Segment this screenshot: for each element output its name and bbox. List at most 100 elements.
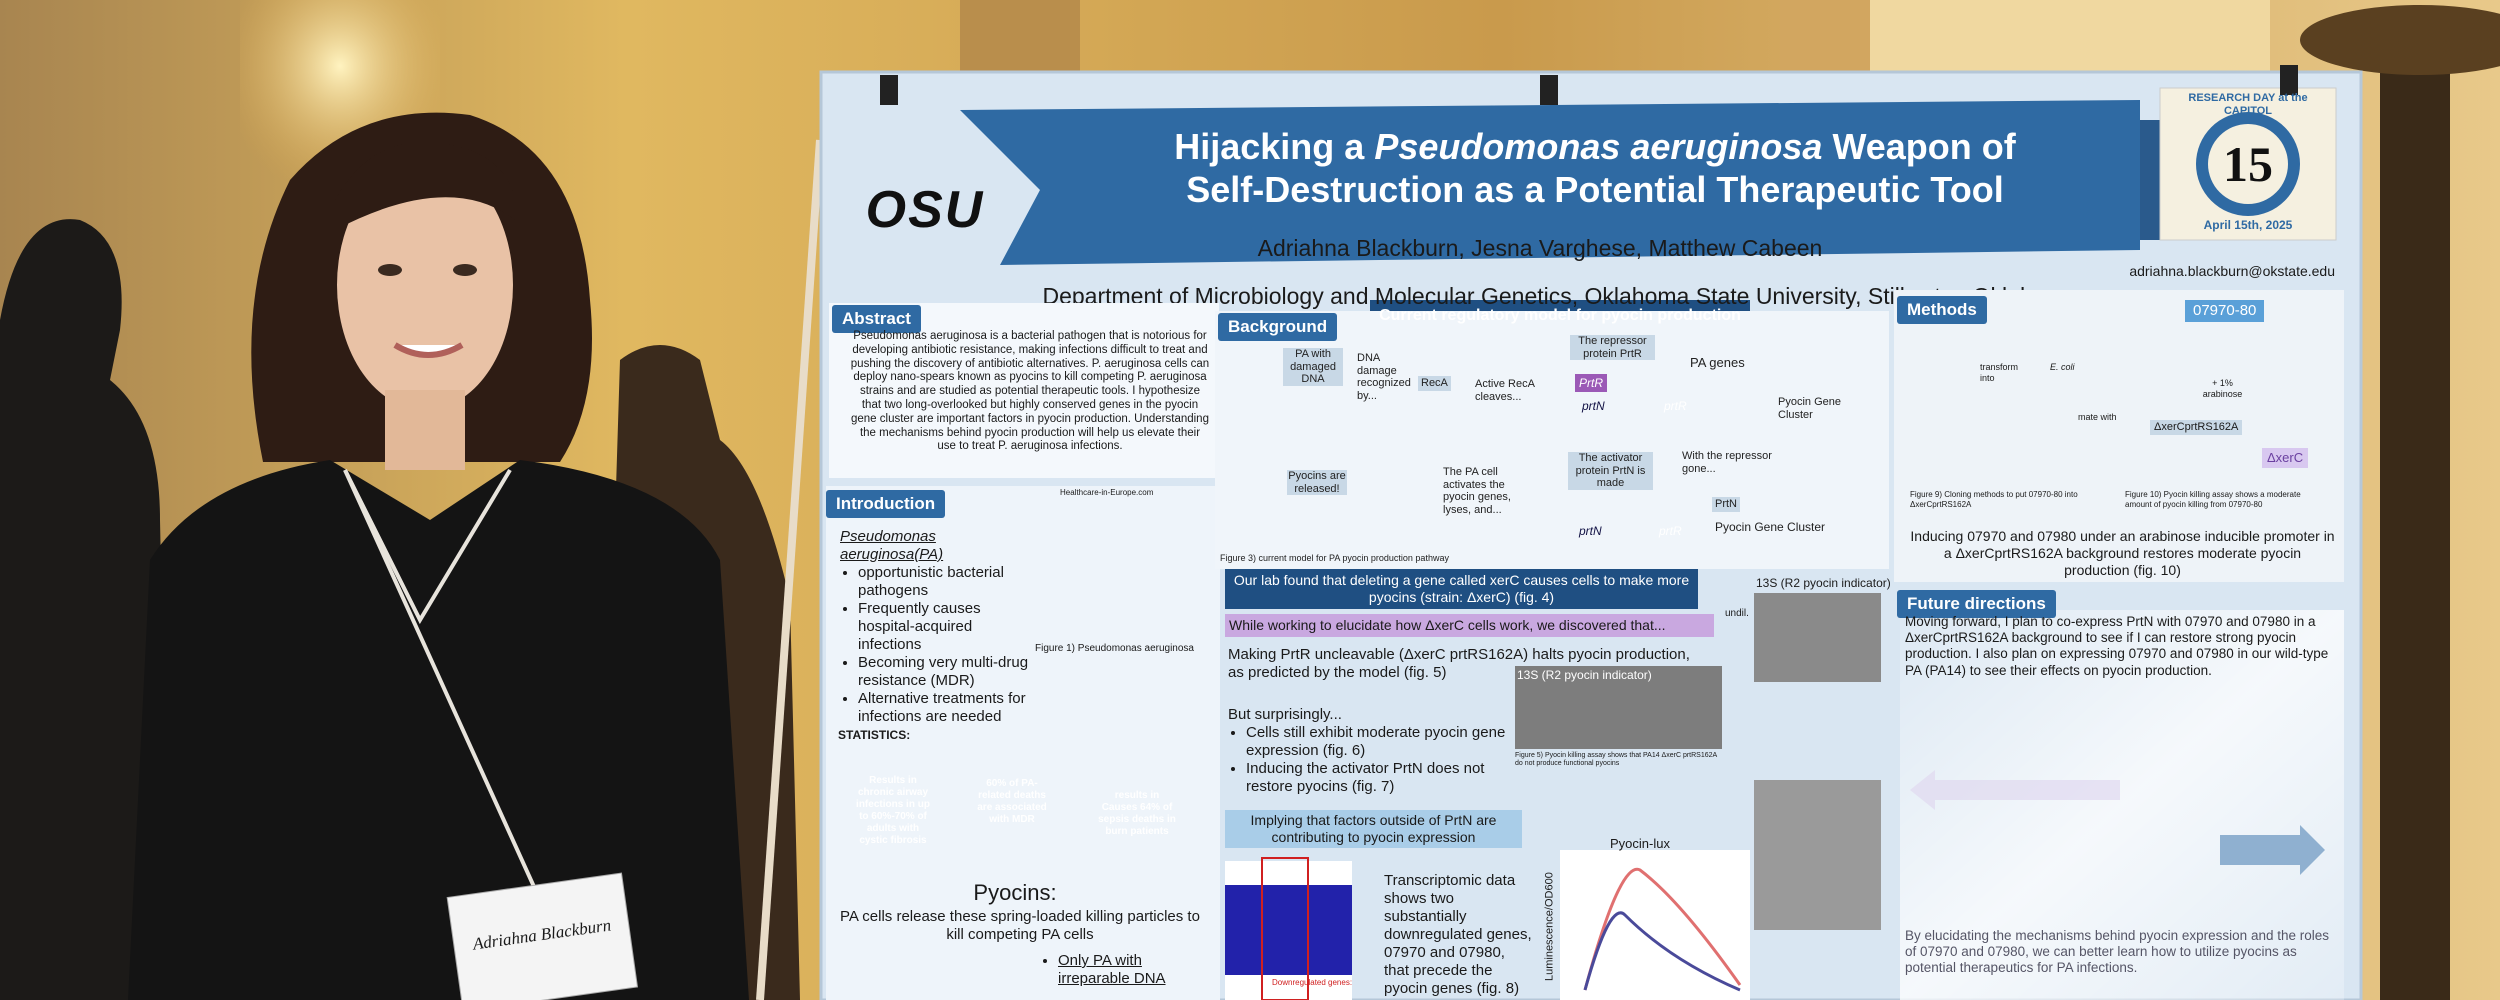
- neck: [385, 390, 465, 470]
- finding-text: But surprisingly...: [1228, 706, 1342, 723]
- figure-title: 13S (R2 pyocin indicator): [1756, 576, 1891, 590]
- assay-photo: [1754, 780, 1881, 930]
- flow-arrow: [2220, 825, 2325, 875]
- figure-title: 13S (R2 pyocin indicator): [1517, 668, 1652, 682]
- binder-clip: [1540, 75, 1558, 105]
- easel-leg: [756, 139, 824, 1000]
- stat-text: 60% of PA-related deaths are associated …: [977, 778, 1047, 825]
- figure-caption: Figure 10) Pyocin killing assay shows a …: [2125, 490, 2301, 509]
- diagram-label: The repressor protein PrtR: [1570, 335, 1655, 361]
- intro-item: Frequently causes hospital-acquired infe…: [858, 600, 1030, 654]
- introduction-panel: [826, 486, 1220, 1000]
- plate-label: ΔxerCprtRS162A: [2150, 420, 2243, 436]
- diagram-label: prtR: [1659, 524, 1682, 538]
- finding-text: Making PrtR uncleavable (ΔxerC prtRS162A…: [1228, 646, 1690, 681]
- smile: [393, 342, 464, 358]
- lanyard: [343, 468, 512, 625]
- model-title: Current regulatory model for pyocin prod…: [1379, 307, 1741, 324]
- methods-panel: [1894, 290, 2344, 582]
- statistics-heading: STATISTICS:: [838, 728, 911, 742]
- introduction-list: Pseudomonas aeruginosa(PA) opportunistic…: [840, 528, 1030, 726]
- diagram-label: Pyocins are released!: [1287, 470, 1347, 496]
- methods-text: Inducing 07970 and 07980 under an arabin…: [1910, 528, 2335, 578]
- cloning-label: E. coli: [2050, 362, 2075, 372]
- figure-caption: Figure 9) Cloning methods to put 07970-8…: [1910, 490, 2078, 509]
- section-heading: Abstract: [832, 305, 921, 333]
- badge-arc: RESEARCH DAY at the CAPITOL: [2188, 92, 2308, 118]
- intro-lead: Pseudomonas aeruginosa(PA): [840, 528, 944, 563]
- authors: Adriahna Blackburn, Jesna Varghese, Matt…: [1257, 235, 1823, 261]
- badge-number: 15: [2223, 136, 2273, 192]
- intro-item: Alternative treatments for infections ar…: [858, 690, 1030, 726]
- poster-title: Hijacking a Pseudomonas aeruginosa Weapo…: [1060, 125, 2130, 211]
- abstract-text: Pseudomonas aeruginosa is a bacterial pa…: [850, 330, 1210, 453]
- cloning-label: transform into: [1980, 362, 2019, 383]
- title-text: Weapon of: [1822, 126, 2016, 167]
- future-text: By elucidating the mechanisms behind pyo…: [1905, 928, 2329, 976]
- diagram-label: DNA damage recognized by...: [1357, 352, 1411, 402]
- finding-box: Our lab found that deleting a gene calle…: [1225, 569, 1698, 609]
- section-heading: Future directions: [1897, 590, 2056, 618]
- title-text: Hijacking a: [1174, 126, 1375, 167]
- badge-date: April 15th, 2025: [2203, 218, 2293, 232]
- figure-caption: Figure 5) Pyocin killing assay shows tha…: [1515, 752, 1717, 768]
- diagram-label: The activator protein PrtN is made: [1568, 452, 1653, 490]
- diagram-label: prtN: [1579, 524, 1602, 538]
- title-banner: [960, 100, 2140, 265]
- pyocins-item: Only PA with irreparable DNA: [1058, 952, 1166, 987]
- diagram-label: Pyocin Gene Cluster: [1778, 396, 1841, 421]
- eye: [453, 264, 477, 276]
- heatmap-label: Downregulated genes:: [1272, 978, 1353, 987]
- section-heading: Methods: [1897, 296, 1987, 324]
- finding-box: While working to elucidate how ΔxerC cel…: [1225, 614, 1714, 637]
- diagram-label: Pyocin Gene Cluster: [1715, 520, 1826, 534]
- figure-caption: Figure 1) Pseudomonas aeruginosa: [1035, 643, 1194, 654]
- assay-photo: [1754, 593, 1881, 682]
- face: [337, 160, 513, 410]
- eye: [378, 264, 402, 276]
- finding-text: Transcriptomic data shows two substantia…: [1384, 872, 1532, 997]
- plate-label: + 1% arabinose: [2202, 378, 2243, 399]
- lamp-column: [2380, 60, 2450, 1000]
- binder-clip: [880, 75, 898, 105]
- image-source: Healthcare-in-Europe.com: [1060, 488, 1154, 497]
- diagram-label: PrtR: [1575, 374, 1607, 392]
- assay-photo: [1515, 666, 1722, 749]
- diagram-label: RecA: [1418, 376, 1451, 391]
- pyocins-heading: Pyocins:: [973, 880, 1057, 905]
- axis-label: Luminescence/OD600: [1543, 872, 1556, 982]
- intro-item: Becoming very multi-drug resistance (MDR…: [858, 654, 1030, 690]
- diagram-label: With the repressor gone...: [1682, 450, 1772, 475]
- pyocins-text: PA cells release these spring-loaded kil…: [840, 908, 1200, 943]
- plate-label: 07970-80: [2185, 300, 2265, 322]
- stat-text: results in Causes 64% of sepsis deaths i…: [1098, 790, 1176, 837]
- highlight-box: [1261, 857, 1309, 1000]
- figure-caption: Figure 3) current model for PA pyocin pr…: [1220, 553, 1449, 563]
- finding-item: Cells still exhibit moderate pyocin gene…: [1246, 724, 1508, 760]
- name-tag: [446, 872, 639, 1000]
- diagram-label: prtN: [1582, 399, 1605, 413]
- lanyard: [343, 469, 542, 901]
- light-glare: [1900, 610, 2344, 1000]
- cloning-label: mate with: [2078, 412, 2117, 422]
- finding-box: Implying that factors outside of PrtN ar…: [1225, 810, 1522, 848]
- lamp-top: [2300, 5, 2500, 75]
- section-heading: Introduction: [826, 490, 946, 518]
- diagram-label: PA with damaged DNA: [1283, 348, 1343, 386]
- diagram-label: PA genes: [1690, 355, 1745, 370]
- section-heading: Background: [1218, 313, 1338, 341]
- future-text: Moving forward, I plan to co-express Prt…: [1905, 614, 2329, 678]
- heatmap: [1225, 885, 1352, 975]
- diagram-label: PrtN: [1712, 497, 1740, 512]
- figure-title: Pyocin-lux: [1610, 836, 1670, 851]
- binder-clip: [2280, 65, 2298, 95]
- logo: OSU: [865, 181, 985, 239]
- dilution-label: undil.: [1725, 608, 1749, 619]
- finding-list: Cells still exhibit moderate pyocin gene…: [1228, 724, 1508, 796]
- finding-item: Inducing the activator PrtN does not res…: [1246, 760, 1508, 796]
- email: adriahna.blackburn@okstate.edu: [2129, 263, 2335, 279]
- lux-plot: [1560, 850, 1750, 1000]
- plate-label: ΔxerC: [2262, 448, 2309, 468]
- diagram-label: The PA cell activates the pyocin genes, …: [1443, 466, 1511, 516]
